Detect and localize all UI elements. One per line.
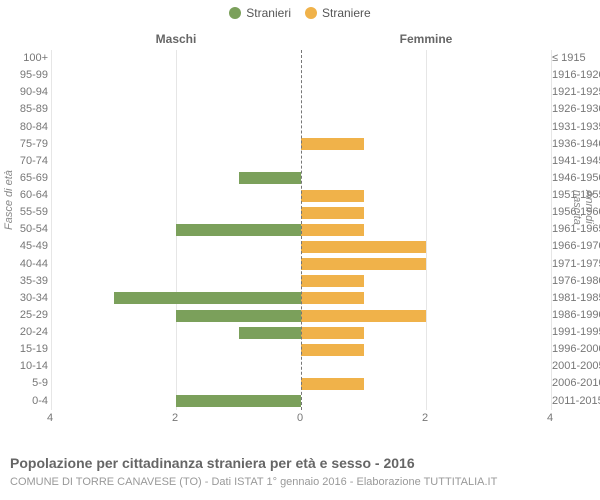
- y-tick-right: 1941-1945: [552, 153, 600, 170]
- female-column-title: Femmine: [301, 32, 551, 46]
- y-tick-left: 55-59: [20, 204, 48, 221]
- y-tick-left: 45-49: [20, 238, 48, 255]
- y-tick-right: 1916-1920: [552, 67, 600, 84]
- bar-male: [239, 327, 302, 339]
- bar-female: [301, 275, 364, 287]
- y-tick-left: 40-44: [20, 256, 48, 273]
- y-tick-right: 1936-1940: [552, 136, 600, 153]
- bar-female: [301, 241, 426, 253]
- bar-female: [301, 292, 364, 304]
- bar-female: [301, 138, 364, 150]
- y-tick-left: 0-4: [32, 393, 48, 410]
- bar-female: [301, 258, 426, 270]
- y-tick-right: 1991-1995: [552, 324, 600, 341]
- y-tick-right: 1921-1925: [552, 84, 600, 101]
- legend: Stranieri Straniere: [0, 6, 600, 20]
- y-axis-title-left: Fasce di età: [3, 170, 15, 230]
- bar-female: [301, 224, 364, 236]
- y-axis-title-right: Anni di nascita: [571, 190, 595, 225]
- legend-item-female: Straniere: [305, 6, 371, 20]
- legend-item-male: Stranieri: [229, 6, 291, 20]
- y-axis-left: 100+95-9990-9485-8980-8475-7970-7465-696…: [0, 50, 48, 410]
- x-tick: 2: [422, 412, 428, 424]
- y-tick-right: 1981-1985: [552, 290, 600, 307]
- bar-female: [301, 190, 364, 202]
- y-tick-left: 70-74: [20, 153, 48, 170]
- x-tick: 4: [47, 412, 53, 424]
- gridline: [551, 50, 552, 410]
- y-tick-right: 1971-1975: [552, 256, 600, 273]
- y-tick-right: 1986-1990: [552, 307, 600, 324]
- y-tick-right: 2001-2005: [552, 358, 600, 375]
- bar-male: [114, 292, 302, 304]
- y-tick-left: 75-79: [20, 136, 48, 153]
- y-tick-left: 65-69: [20, 170, 48, 187]
- x-axis: 4 2 0 2 4: [50, 412, 550, 428]
- bar-female: [301, 344, 364, 356]
- y-tick-left: 80-84: [20, 119, 48, 136]
- x-tick: 0: [297, 412, 303, 424]
- y-tick-left: 20-24: [20, 324, 48, 341]
- y-tick-left: 85-89: [20, 101, 48, 118]
- y-tick-right: 1966-1970: [552, 238, 600, 255]
- y-tick-left: 50-54: [20, 221, 48, 238]
- bar-female: [301, 207, 364, 219]
- bar-female: [301, 378, 364, 390]
- y-tick-right: 2011-2015: [552, 393, 600, 410]
- y-tick-left: 60-64: [20, 187, 48, 204]
- chart-area: Maschi Femmine: [50, 30, 551, 430]
- y-tick-left: 15-19: [20, 341, 48, 358]
- y-tick-left: 100+: [23, 50, 48, 67]
- y-tick-right: 2006-2010: [552, 375, 600, 392]
- bar-female: [301, 310, 426, 322]
- bar-male: [239, 172, 302, 184]
- male-column-title: Maschi: [51, 32, 301, 46]
- y-tick-left: 90-94: [20, 84, 48, 101]
- legend-label-female: Straniere: [322, 6, 371, 20]
- chart-title: Popolazione per cittadinanza straniera p…: [10, 455, 415, 471]
- chart-subtitle: COMUNE DI TORRE CANAVESE (TO) - Dati IST…: [10, 476, 497, 488]
- legend-label-male: Stranieri: [246, 6, 291, 20]
- y-tick-left: 30-34: [20, 290, 48, 307]
- y-tick-right: 1976-1980: [552, 273, 600, 290]
- y-tick-right: 1931-1935: [552, 119, 600, 136]
- y-tick-left: 35-39: [20, 273, 48, 290]
- y-tick-left: 5-9: [32, 375, 48, 392]
- bar-male: [176, 224, 301, 236]
- x-tick: 4: [547, 412, 553, 424]
- pyramid-chart: Stranieri Straniere 100+95-9990-9485-898…: [0, 0, 600, 500]
- y-tick-right: 1926-1930: [552, 101, 600, 118]
- bar-male: [176, 310, 301, 322]
- y-axis-right: ≤ 19151916-19201921-19251926-19301931-19…: [552, 50, 600, 410]
- plot-area: [51, 50, 551, 410]
- bar-female: [301, 327, 364, 339]
- y-tick-left: 25-29: [20, 307, 48, 324]
- y-tick-left: 10-14: [20, 358, 48, 375]
- y-tick-right: 1946-1950: [552, 170, 600, 187]
- legend-swatch-female: [305, 7, 317, 19]
- center-axis-line: [301, 50, 302, 410]
- y-tick-right: 1996-2000: [552, 341, 600, 358]
- x-tick: 2: [172, 412, 178, 424]
- y-tick-right: ≤ 1915: [552, 50, 586, 67]
- bar-male: [176, 395, 301, 407]
- legend-swatch-male: [229, 7, 241, 19]
- y-tick-left: 95-99: [20, 67, 48, 84]
